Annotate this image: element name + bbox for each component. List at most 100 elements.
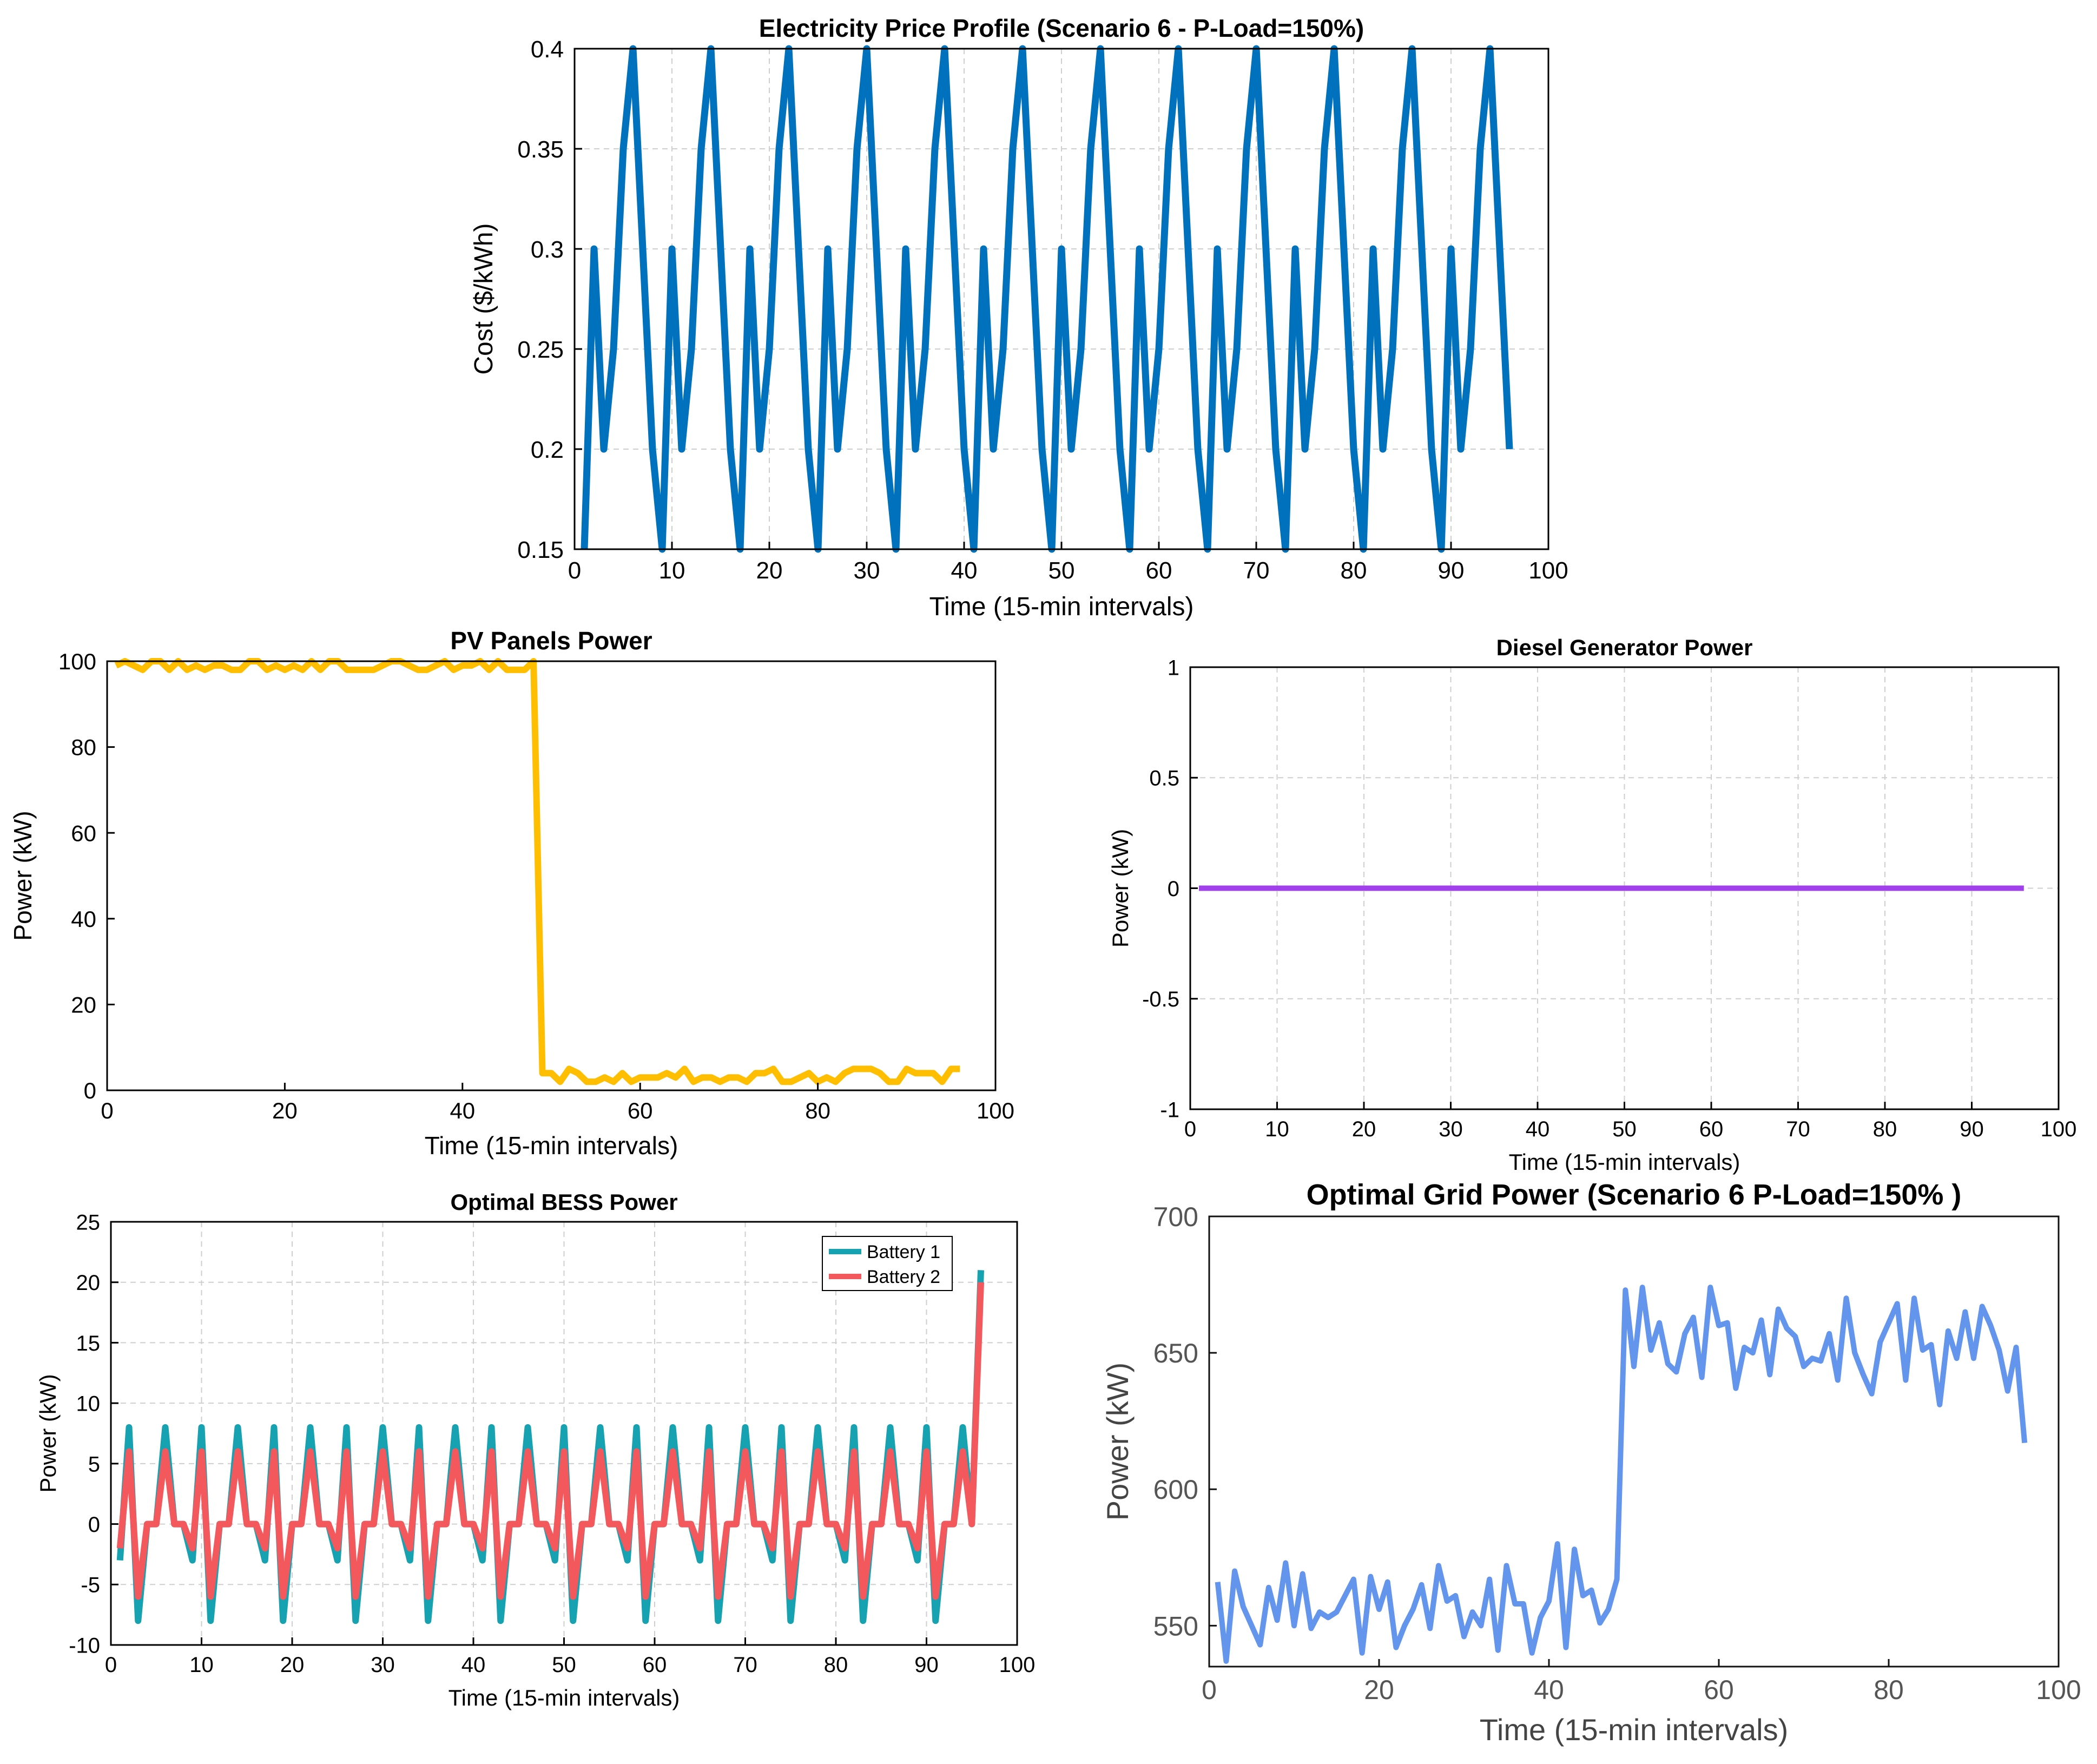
- bess-x-tick-label: 0: [105, 1653, 117, 1677]
- diesel-y-tick-label: 0.5: [1149, 767, 1179, 791]
- price-chart: 0 10 20 30 40 50 60 70 80 90 100 0.15 0.2 0.25 0.3 0.35…: [470, 14, 1568, 621]
- grid-series-line: [1215, 1285, 2028, 1664]
- grid-chart: 0 20 40 60 80 100 550 600 650 700 Optimal Grid Pow…: [1100, 1179, 2081, 1747]
- bess-x-tick-label: 20: [280, 1653, 305, 1677]
- diesel-x-tick-label: 80: [1873, 1117, 1897, 1141]
- bess-x-tick-label: 30: [371, 1653, 395, 1677]
- price-y-tick-label: 0.35: [517, 136, 564, 163]
- grid-x-tick-label: 0: [1202, 1675, 1217, 1705]
- price-series-line: [581, 45, 1513, 553]
- price-x-tick-label: 80: [1341, 557, 1367, 584]
- grid-x-axis-label: Time (15-min intervals): [1480, 1713, 1788, 1747]
- price-x-axis-label: Time (15-min intervals): [929, 593, 1194, 621]
- price-x-tick-label: 20: [756, 557, 783, 584]
- bess-x-tick-label: 40: [461, 1653, 486, 1677]
- diesel-x-axis-label: Time (15-min intervals): [1509, 1149, 1740, 1175]
- diesel-x-tick-label: 60: [1699, 1117, 1724, 1141]
- price-y-tick-label: 0.15: [517, 537, 564, 563]
- price-title: Electricity Price Profile (Scenario 6 - …: [759, 14, 1364, 42]
- bess-x-tick-label: 70: [733, 1653, 757, 1677]
- diesel-y-tick-label: 0: [1168, 877, 1179, 901]
- grid-y-tick-label: 550: [1153, 1611, 1198, 1641]
- bess-title: Optimal BESS Power: [450, 1189, 677, 1215]
- grid-x-tick-label: 80: [1874, 1675, 1904, 1705]
- diesel-y-tick-label: -1: [1160, 1098, 1179, 1122]
- bess-y-tick-label: 15: [76, 1332, 101, 1355]
- price-y-tick-label: 0.3: [531, 236, 564, 263]
- diesel-y-tick-label: -0.5: [1142, 988, 1179, 1011]
- price-x-tick-label: 40: [951, 557, 978, 584]
- price-x-tick-label: 70: [1243, 557, 1270, 584]
- grid-x-tick-label: 20: [1364, 1675, 1394, 1705]
- bess-battery-2-line: [116, 1282, 984, 1600]
- grid-x-tick-label: 60: [1704, 1675, 1734, 1705]
- price-x-tick-label: 90: [1438, 557, 1465, 584]
- price-y-axis-label: Cost ($/kWh): [470, 223, 498, 374]
- pv-x-tick-label: 40: [450, 1098, 475, 1123]
- price-x-tick-label: 100: [1528, 557, 1568, 584]
- diesel-chart: 0 10 20 30 40 50 60 70 80 90 100 -1 -0.5 0 0.5 1 Diesel …: [1107, 635, 2076, 1175]
- pv-plot-area: [107, 661, 995, 1090]
- grid-x-tick-label: 100: [2036, 1675, 2081, 1705]
- bess-y-tick-label: 20: [76, 1271, 101, 1295]
- grid-y-axis-label: Power (kW): [1100, 1363, 1135, 1521]
- bess-chart: 0 10 20 30 40 50 60 70 80 90 100 -10 -5 0 5 10 15 20 25 Opt…: [35, 1189, 1035, 1710]
- pv-chart: 0 20 40 60 80 100 0 20 40 60 80 100 PV Panels Power T…: [9, 627, 1014, 1160]
- price-y-tick-label: 0.4: [531, 36, 564, 63]
- price-y-tick-label: 0.2: [531, 437, 564, 463]
- bess-x-axis-label: Time (15-min intervals): [449, 1685, 680, 1710]
- bess-x-tick-label: 100: [999, 1653, 1036, 1677]
- pv-y-axis-label: Power (kW): [9, 811, 37, 940]
- bess-y-tick-label: -5: [81, 1574, 100, 1597]
- diesel-x-tick-label: 20: [1352, 1117, 1376, 1141]
- price-x-tick-label: 50: [1048, 557, 1075, 584]
- pv-x-axis-label: Time (15-min intervals): [425, 1131, 678, 1160]
- diesel-x-tick-label: 10: [1265, 1117, 1289, 1141]
- pv-x-tick-label: 0: [101, 1098, 113, 1123]
- bess-x-tick-label: 60: [643, 1653, 667, 1677]
- price-x-tick-label: 60: [1146, 557, 1172, 584]
- grid-y-tick-label: 700: [1153, 1202, 1198, 1232]
- bess-legend: Battery 1 Battery 2: [822, 1236, 953, 1291]
- grid-y-tick-label: 650: [1153, 1338, 1198, 1368]
- pv-y-tick-label: 40: [71, 906, 96, 932]
- price-x-tick-label: 0: [568, 557, 581, 584]
- bess-y-tick-label: 0: [88, 1513, 100, 1537]
- diesel-y-tick-label: 1: [1168, 656, 1179, 680]
- bess-y-tick-label: 25: [76, 1210, 101, 1234]
- diesel-x-tick-label: 30: [1439, 1117, 1463, 1141]
- grid-plot-area: [1209, 1216, 2059, 1667]
- diesel-x-tick-label: 50: [1612, 1117, 1637, 1141]
- bess-legend-box: [822, 1236, 953, 1291]
- diesel-x-tick-label: 0: [1184, 1117, 1196, 1141]
- diesel-x-tick-label: 40: [1526, 1117, 1550, 1141]
- pv-y-tick-label: 100: [58, 649, 96, 674]
- bess-legend-label-battery-2: Battery 2: [867, 1267, 940, 1287]
- diesel-title: Diesel Generator Power: [1496, 635, 1753, 660]
- grid-title: Optimal Grid Power (Scenario 6 P-Load=15…: [1307, 1179, 1962, 1211]
- diesel-x-tick-label: 70: [1786, 1117, 1810, 1141]
- bess-legend-label-battery-1: Battery 1: [867, 1242, 940, 1262]
- pv-title: PV Panels Power: [450, 627, 652, 655]
- pv-x-tick-label: 100: [977, 1098, 1014, 1123]
- diesel-x-tick-label: 100: [2041, 1117, 2077, 1141]
- pv-y-tick-label: 0: [84, 1078, 96, 1103]
- bess-y-tick-label: -10: [69, 1634, 100, 1657]
- price-x-tick-label: 30: [854, 557, 880, 584]
- pv-x-tick-label: 60: [628, 1098, 653, 1123]
- bess-y-axis-label: Power (kW): [35, 1374, 61, 1492]
- grid-x-tick-label: 40: [1534, 1675, 1564, 1705]
- price-x-tick-label: 10: [659, 557, 685, 584]
- pv-x-tick-label: 80: [805, 1098, 830, 1123]
- pv-y-tick-label: 20: [71, 992, 96, 1018]
- diesel-x-tick-label: 90: [1960, 1117, 1984, 1141]
- pv-x-tick-label: 20: [272, 1098, 298, 1123]
- bess-y-tick-label: 10: [76, 1392, 101, 1416]
- price-y-tick-label: 0.25: [517, 337, 564, 363]
- bess-x-tick-label: 90: [914, 1653, 939, 1677]
- pv-axes-box: [106, 660, 997, 1091]
- bess-x-tick-label: 50: [552, 1653, 576, 1677]
- bess-y-tick-label: 5: [88, 1452, 100, 1476]
